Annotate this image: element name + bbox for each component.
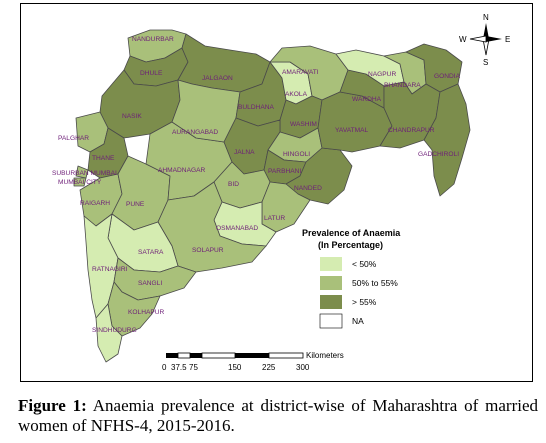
district-label-palghar: PALGHAR: [58, 135, 89, 142]
scale-tick-1: 37.5: [171, 363, 187, 372]
compass-west-point: [469, 35, 487, 43]
compass-n: N: [483, 13, 489, 22]
district-label-buldhana: BULDHANA: [238, 104, 275, 111]
district-label-mumbai-city: MUMBAI CITY: [58, 179, 102, 186]
district-gadchiroli: [423, 83, 471, 197]
district-label-nandurbar: NANDURBAR: [132, 36, 174, 43]
scale-seg-4: [201, 352, 236, 359]
district-label-bid: BID: [228, 181, 239, 188]
district-sindhudurg: [95, 303, 123, 363]
district-label-nasik: NASIK: [122, 113, 142, 120]
district-label-washim: WASHIM: [290, 121, 317, 128]
district-label-amaravati: AMARAVATI: [282, 69, 319, 76]
legend-subtitle: (In Percentage): [318, 240, 383, 250]
scale-tick-5: 300: [296, 363, 310, 372]
legend-label-low: < 50%: [352, 259, 377, 269]
scale-seg-5: [235, 353, 269, 358]
district-label-hingoli: HINGOLI: [283, 151, 310, 158]
district-label-sangli: SANGLI: [138, 280, 162, 287]
scale-tick-labels: 0 37.5 75 150 225 300: [162, 363, 310, 372]
district-label-bhandara: BHANDARA: [384, 82, 421, 89]
legend-swatch-high: [320, 295, 342, 309]
compass-east-point: [486, 36, 502, 42]
scale-seg-3: [190, 353, 202, 358]
caption-text: Anaemia prevalence at district-wise of M…: [18, 396, 538, 435]
district-label-chandrapur: CHANDRAPUR: [388, 127, 435, 134]
district-label-sindhudurg: SINDHUDURG: [92, 327, 137, 334]
district-label-jalna: JALNA: [234, 149, 255, 156]
scale-tick-4: 225: [262, 363, 276, 372]
legend-label-high: > 55%: [352, 297, 377, 307]
scale-seg-2: [177, 352, 191, 359]
north-arrow: N S E W: [459, 13, 510, 67]
legend-items: < 50% 50% to 55% > 55% NA: [319, 257, 398, 329]
district-polygons: [73, 29, 471, 363]
caption-label: Figure 1:: [18, 396, 87, 415]
legend-label-na: NA: [352, 316, 364, 326]
legend-swatch-low: [320, 257, 342, 271]
district-label-nagpur: NAGPUR: [368, 71, 396, 78]
scale-bar: Kilometers 0 37.5 75 150 225 300: [162, 351, 344, 372]
district-label-dhule: DHULE: [140, 70, 163, 77]
legend-swatch-mid: [320, 276, 342, 290]
scale-seg-6: [268, 352, 304, 359]
scale-seg-1: [166, 353, 178, 358]
district-label-ahmadnagar: AHMADNAGAR: [158, 167, 205, 174]
district-label-gondia: GONDIA: [434, 73, 461, 80]
district-label-gadchiroli: GADCHIROLI: [418, 151, 459, 158]
district-label-osmanabad: OSMANABAD: [216, 225, 258, 232]
district-label-satara: SATARA: [138, 249, 164, 256]
district-label-akola: AKOLA: [285, 91, 308, 98]
legend-label-mid: 50% to 55%: [352, 278, 398, 288]
scale-tick-3: 150: [228, 363, 242, 372]
figure-caption: Figure 1: Anaemia prevalence at district…: [18, 396, 538, 436]
scale-tick-0: 0: [162, 363, 167, 372]
compass-w: W: [459, 35, 467, 44]
district-label-yavatmal: YAVATMAL: [335, 127, 369, 134]
district-label-thane: THANE: [92, 155, 115, 162]
legend-swatch-na: [319, 313, 343, 329]
district-label-latur: LATUR: [264, 215, 285, 222]
district-label-kolhapur: KOLHAPUR: [128, 309, 165, 316]
district-label-raigarh: RAIGARH: [80, 200, 110, 207]
district-label-nanded: NANDED: [294, 185, 322, 192]
district-label-wardha: WARDHA: [352, 96, 382, 103]
district-mumbai-city: [73, 177, 87, 187]
district-labels: NANDURBAR DHULE JALGAON NASIK AURANGABAD BULD…: [52, 36, 461, 334]
compass-s: S: [483, 58, 488, 67]
scale-tick-2: 75: [189, 363, 198, 372]
scale-unit: Kilometers: [306, 351, 344, 360]
legend-title: Prevalence of Anaemia: [302, 228, 401, 238]
compass-north-point: [483, 23, 489, 39]
district-label-suburban-mumbai: SUBURBAN MUMBAI: [52, 170, 117, 177]
district-label-parbhani: PARBHANI: [268, 168, 301, 175]
district-label-aurangabad: AURANGABAD: [172, 129, 218, 136]
legend: Prevalence of Anaemia (In Percentage) < …: [302, 228, 401, 329]
district-label-jalgaon: JALGAON: [202, 75, 233, 82]
compass-e: E: [505, 35, 510, 44]
district-label-solapur: SOLAPUR: [192, 247, 224, 254]
district-aurangabad: [171, 79, 241, 143]
district-label-pune: PUNE: [126, 201, 145, 208]
district-label-ratnagiri: RATNAGIRI: [92, 266, 128, 273]
